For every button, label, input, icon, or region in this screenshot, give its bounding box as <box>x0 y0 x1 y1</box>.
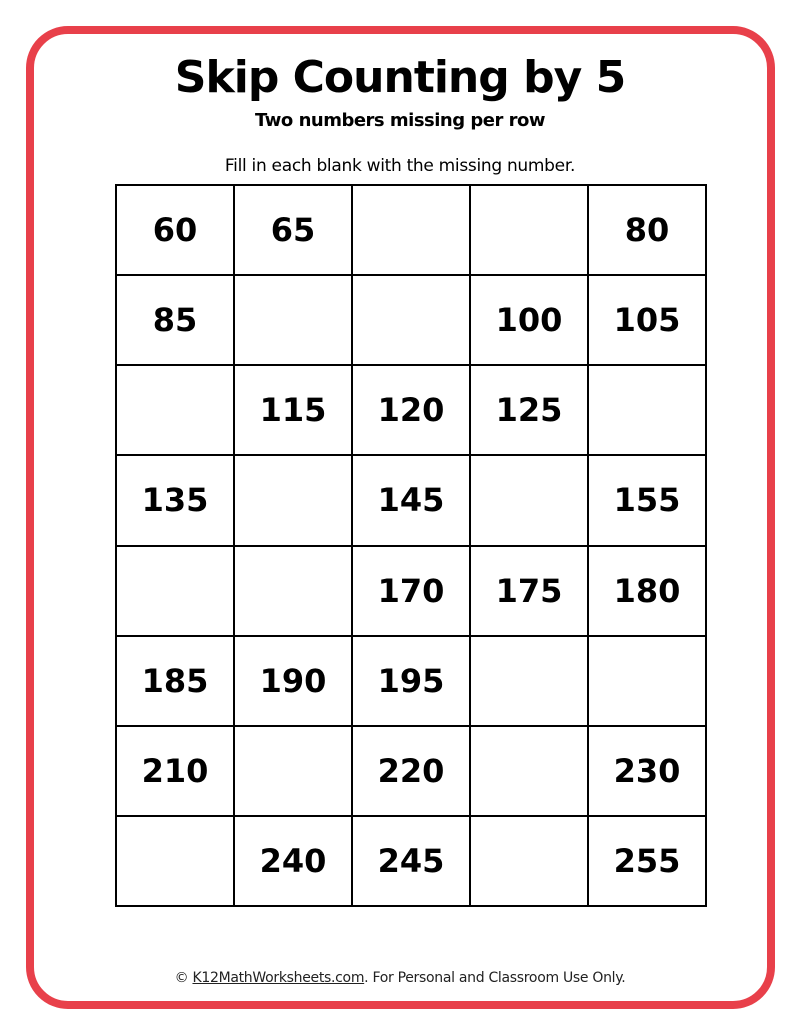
number-cell: 190 <box>233 634 353 727</box>
number-cell: 85 <box>115 274 235 367</box>
number-cell: 145 <box>351 454 471 547</box>
number-cell: 135 <box>115 454 235 547</box>
number-cell: 125 <box>469 364 589 457</box>
number-cell: 185 <box>115 634 235 727</box>
grid-row: 135 145 155 <box>115 454 707 547</box>
blank-cell[interactable] <box>587 364 707 457</box>
website-link[interactable]: K12MathWorksheets.com <box>192 970 365 986</box>
number-cell: 155 <box>587 454 707 547</box>
number-cell: 65 <box>233 183 353 277</box>
worksheet-subtitle: Two numbers missing per row <box>255 110 546 131</box>
footer-text: . For Personal and Classroom Use Only. <box>364 970 626 986</box>
blank-cell[interactable] <box>469 814 589 908</box>
blank-cell[interactable] <box>233 724 353 817</box>
blank-cell[interactable] <box>115 544 235 637</box>
number-cell: 220 <box>351 724 471 817</box>
copyright-symbol: © <box>174 970 193 986</box>
number-cell: 195 <box>351 634 471 727</box>
blank-cell[interactable] <box>469 183 589 277</box>
grid-row: 85 100 105 <box>115 274 707 367</box>
blank-cell[interactable] <box>469 634 589 727</box>
blank-cell[interactable] <box>469 454 589 547</box>
grid-row: 210 220 230 <box>115 724 707 817</box>
number-cell: 245 <box>351 814 471 908</box>
number-cell: 80 <box>587 183 707 277</box>
number-cell: 240 <box>233 814 353 908</box>
number-cell: 180 <box>587 544 707 637</box>
number-cell: 105 <box>587 274 707 367</box>
blank-cell[interactable] <box>469 724 589 817</box>
blank-cell[interactable] <box>351 274 471 367</box>
number-cell: 255 <box>587 814 707 908</box>
blank-cell[interactable] <box>351 183 471 277</box>
number-cell: 230 <box>587 724 707 817</box>
blank-cell[interactable] <box>233 274 353 367</box>
blank-cell[interactable] <box>233 454 353 547</box>
grid-row: 115 120 125 <box>115 364 707 457</box>
grid-row: 240 245 255 <box>115 814 707 908</box>
grid-row: 170 175 180 <box>115 544 707 637</box>
number-cell: 120 <box>351 364 471 457</box>
footer: © K12MathWorksheets.com. For Personal an… <box>0 970 800 986</box>
grid-row: 60 65 80 <box>115 183 707 277</box>
blank-cell[interactable] <box>233 544 353 637</box>
instructions: Fill in each blank with the missing numb… <box>224 156 576 176</box>
number-cell: 100 <box>469 274 589 367</box>
grid-row: 185 190 195 <box>115 634 707 727</box>
number-cell: 210 <box>115 724 235 817</box>
number-grid: 60 65 80 85 100 105 115 120 125 135 145 155 170 175 18… <box>115 183 707 908</box>
worksheet-title: Skip Counting by 5 <box>174 52 626 103</box>
number-cell: 60 <box>115 183 235 277</box>
blank-cell[interactable] <box>587 634 707 727</box>
number-cell: 170 <box>351 544 471 637</box>
number-cell: 175 <box>469 544 589 637</box>
number-cell: 115 <box>233 364 353 457</box>
worksheet-border <box>26 26 775 1009</box>
blank-cell[interactable] <box>115 814 235 908</box>
blank-cell[interactable] <box>115 364 235 457</box>
